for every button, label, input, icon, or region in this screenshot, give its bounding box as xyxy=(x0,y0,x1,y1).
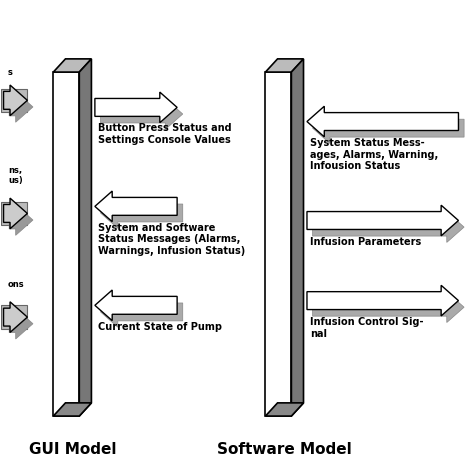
Polygon shape xyxy=(3,302,27,332)
Polygon shape xyxy=(265,403,303,416)
Polygon shape xyxy=(9,205,33,236)
Polygon shape xyxy=(100,198,183,228)
Polygon shape xyxy=(79,59,91,416)
Polygon shape xyxy=(95,191,177,222)
Polygon shape xyxy=(54,403,91,416)
Text: s: s xyxy=(8,68,13,77)
Polygon shape xyxy=(307,106,458,137)
Polygon shape xyxy=(307,285,458,316)
Polygon shape xyxy=(1,89,27,112)
Text: Infusion Parameters: Infusion Parameters xyxy=(310,237,422,247)
Text: GUI Model: GUI Model xyxy=(28,442,116,457)
Polygon shape xyxy=(95,92,177,123)
Text: Button Press Status and
Settings Console Values: Button Press Status and Settings Console… xyxy=(98,123,232,145)
Polygon shape xyxy=(312,292,464,322)
Text: System and Software
Status Messages (Alarms,
Warnings, Infusion Status): System and Software Status Messages (Ala… xyxy=(98,223,246,256)
Text: Current State of Pump: Current State of Pump xyxy=(98,322,222,332)
Polygon shape xyxy=(3,198,27,229)
Polygon shape xyxy=(95,290,177,320)
Polygon shape xyxy=(100,99,183,129)
Text: System Status Mess-
ages, Alarms, Warning,
Infousion Status: System Status Mess- ages, Alarms, Warnin… xyxy=(310,138,438,171)
Polygon shape xyxy=(54,59,91,72)
Polygon shape xyxy=(307,205,458,236)
Text: ons: ons xyxy=(8,280,25,289)
Polygon shape xyxy=(1,305,27,329)
Polygon shape xyxy=(292,59,303,416)
Text: Infusion Control Sig-
nal: Infusion Control Sig- nal xyxy=(310,317,424,339)
Polygon shape xyxy=(54,72,79,416)
Polygon shape xyxy=(312,212,464,242)
Polygon shape xyxy=(312,113,464,144)
Polygon shape xyxy=(265,59,303,72)
Polygon shape xyxy=(100,297,183,327)
Polygon shape xyxy=(9,309,33,339)
Text: Software Model: Software Model xyxy=(217,442,352,457)
Polygon shape xyxy=(265,72,292,416)
Polygon shape xyxy=(3,85,27,116)
Polygon shape xyxy=(9,91,33,122)
Polygon shape xyxy=(1,201,27,225)
Text: ns,
us): ns, us) xyxy=(8,166,23,185)
